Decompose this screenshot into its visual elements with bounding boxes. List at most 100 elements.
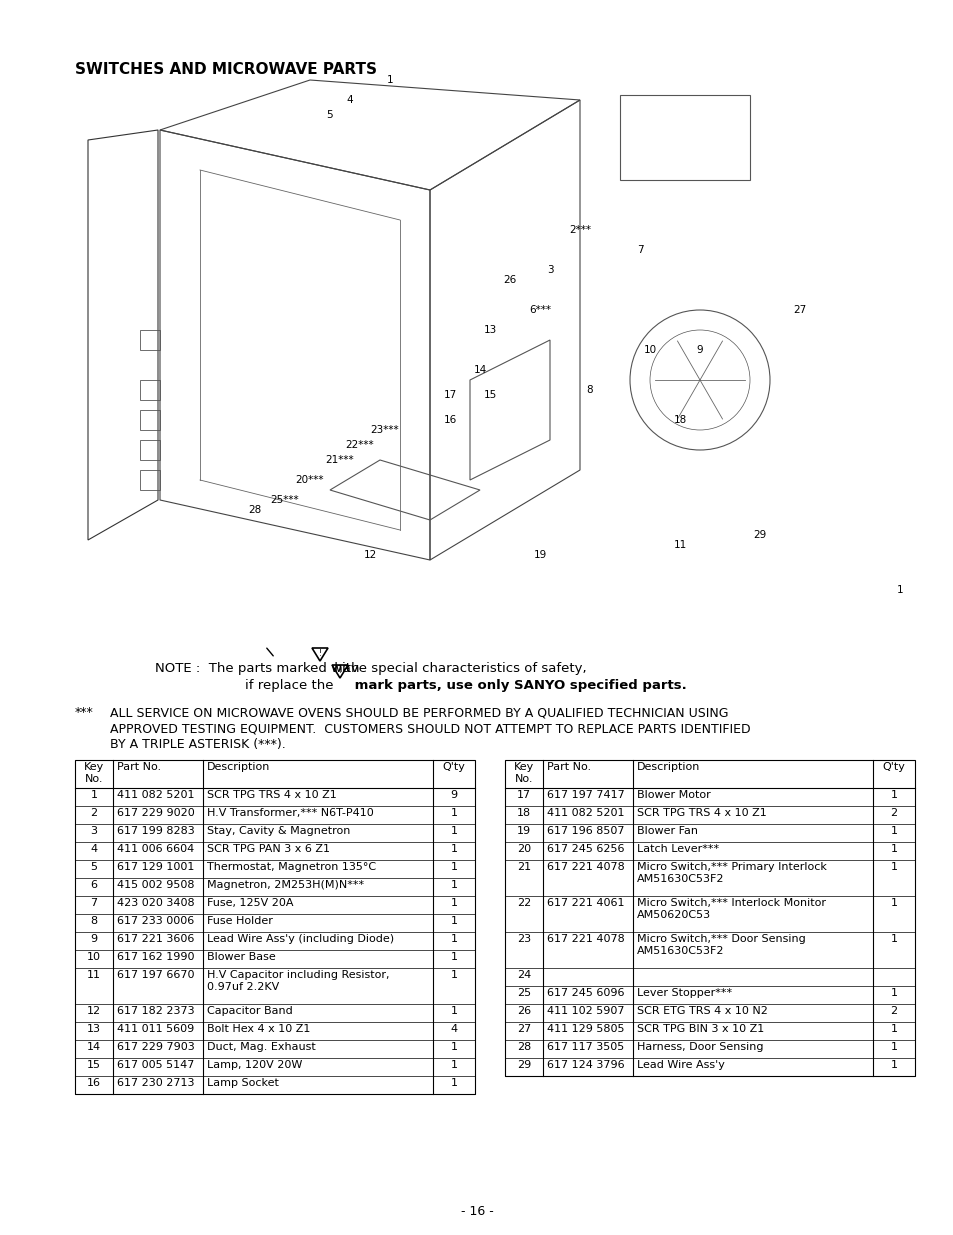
Text: Key: Key [84, 762, 104, 772]
Text: 1: 1 [450, 1042, 457, 1052]
Text: 16: 16 [443, 415, 456, 425]
Text: 1: 1 [450, 934, 457, 944]
Text: 617 182 2373: 617 182 2373 [117, 1007, 194, 1016]
Text: 411 102 5907: 411 102 5907 [546, 1007, 624, 1016]
Text: 8: 8 [91, 916, 97, 926]
Text: mark parts, use only SANYO specified parts.: mark parts, use only SANYO specified par… [350, 679, 686, 692]
Text: 411 082 5201: 411 082 5201 [117, 790, 194, 800]
Text: 18: 18 [673, 415, 686, 425]
Text: 617 229 9020: 617 229 9020 [117, 808, 194, 818]
Text: 617 245 6256: 617 245 6256 [546, 844, 624, 853]
Text: 19: 19 [517, 826, 531, 836]
Text: 20***: 20*** [295, 475, 324, 485]
Text: 23: 23 [517, 934, 531, 944]
Text: 12: 12 [87, 1007, 101, 1016]
Text: !: ! [338, 666, 341, 676]
Text: 1: 1 [450, 844, 457, 853]
Text: 29: 29 [753, 530, 766, 540]
Text: Part No.: Part No. [546, 762, 591, 772]
Bar [504, 760, 914, 1076]
Text: Lead Wire Ass'y (including Diode): Lead Wire Ass'y (including Diode) [207, 934, 394, 944]
Text: 1: 1 [450, 862, 457, 872]
Text: Description: Description [207, 762, 270, 772]
Text: 1: 1 [889, 790, 897, 800]
Text: 617 221 4061: 617 221 4061 [546, 898, 624, 908]
Text: 17: 17 [443, 390, 456, 400]
Text: SCR TPG BIN 3 x 10 Z1: SCR TPG BIN 3 x 10 Z1 [637, 1024, 763, 1034]
Text: H.V Transformer,*** N6T-P410: H.V Transformer,*** N6T-P410 [207, 808, 374, 818]
Text: 617 196 8507: 617 196 8507 [546, 826, 624, 836]
Text: 22: 22 [517, 898, 531, 908]
Text: 1: 1 [450, 1078, 457, 1088]
Text: Lead Wire Ass'y: Lead Wire Ass'y [637, 1060, 724, 1070]
Text: 617 230 2713: 617 230 2713 [117, 1078, 194, 1088]
Text: 7: 7 [91, 898, 97, 908]
Text: SCR TPG PAN 3 x 6 Z1: SCR TPG PAN 3 x 6 Z1 [207, 844, 330, 853]
Text: Duct, Mag. Exhaust: Duct, Mag. Exhaust [207, 1042, 315, 1052]
Text: 1: 1 [450, 916, 457, 926]
Text: 617 229 7903: 617 229 7903 [117, 1042, 194, 1052]
Text: 411 006 6604: 411 006 6604 [117, 844, 194, 853]
Text: Q'ty: Q'ty [442, 762, 465, 772]
Text: 411 129 5805: 411 129 5805 [546, 1024, 624, 1034]
Text: Blower Motor: Blower Motor [637, 790, 710, 800]
Text: BY A TRIPLE ASTERISK (***).: BY A TRIPLE ASTERISK (***). [110, 739, 286, 751]
Text: 1: 1 [889, 934, 897, 944]
Text: 22***: 22*** [345, 440, 374, 450]
Text: SWITCHES AND MICROWAVE PARTS: SWITCHES AND MICROWAVE PARTS [75, 62, 376, 77]
Text: Lamp Socket: Lamp Socket [207, 1078, 278, 1088]
Text: 13: 13 [87, 1024, 101, 1034]
Text: Part No.: Part No. [117, 762, 161, 772]
Text: 1: 1 [889, 862, 897, 872]
Text: 1: 1 [889, 1042, 897, 1052]
Text: 26: 26 [503, 275, 517, 285]
Text: 8: 8 [586, 385, 593, 395]
Text: !: ! [318, 650, 321, 658]
Text: ***: *** [75, 706, 93, 719]
Text: Key: Key [514, 762, 534, 772]
Text: Lamp, 120V 20W: Lamp, 120V 20W [207, 1060, 302, 1070]
Text: 1: 1 [889, 844, 897, 853]
Text: 1: 1 [889, 826, 897, 836]
Text: APPROVED TESTING EQUIPMENT.  CUSTOMERS SHOULD NOT ATTEMPT TO REPLACE PARTS IDENT: APPROVED TESTING EQUIPMENT. CUSTOMERS SH… [110, 722, 750, 735]
Text: Q'ty: Q'ty [882, 762, 904, 772]
Text: 25: 25 [517, 988, 531, 998]
Text: 1: 1 [450, 1060, 457, 1070]
Text: 15: 15 [483, 390, 497, 400]
Text: 1: 1 [889, 1024, 897, 1034]
Text: Micro Switch,*** Door Sensing: Micro Switch,*** Door Sensing [637, 934, 805, 944]
Text: SCR TPG TRS 4 x 10 Z1: SCR TPG TRS 4 x 10 Z1 [207, 790, 336, 800]
Bar [60, 80, 899, 650]
Text: 1: 1 [450, 898, 457, 908]
Text: 28: 28 [248, 505, 261, 515]
Text: Lever Stopper***: Lever Stopper*** [637, 988, 731, 998]
Text: 7: 7 [636, 245, 642, 254]
Text: SCR ETG TRS 4 x 10 N2: SCR ETG TRS 4 x 10 N2 [637, 1007, 767, 1016]
Text: 1: 1 [889, 1060, 897, 1070]
Text: NOTE :  The parts marked with: NOTE : The parts marked with [154, 662, 363, 676]
Text: 617 129 1001: 617 129 1001 [117, 862, 194, 872]
Text: 29: 29 [517, 1060, 531, 1070]
Text: 21***: 21*** [325, 454, 354, 466]
Text: Magnetron, 2M253H(M)N***: Magnetron, 2M253H(M)N*** [207, 881, 364, 890]
Text: 1: 1 [450, 826, 457, 836]
Text: 1: 1 [450, 808, 457, 818]
Text: Stay, Cavity & Magnetron: Stay, Cavity & Magnetron [207, 826, 350, 836]
Text: 17: 17 [517, 790, 531, 800]
Text: 617 197 7417: 617 197 7417 [546, 790, 624, 800]
Text: 0.97uf 2.2KV: 0.97uf 2.2KV [207, 982, 279, 992]
Text: 617 245 6096: 617 245 6096 [546, 988, 624, 998]
Text: Latch Lever***: Latch Lever*** [637, 844, 719, 853]
Text: AM51630C53F2: AM51630C53F2 [637, 946, 723, 956]
Text: 14: 14 [87, 1042, 101, 1052]
Text: 617 197 6670: 617 197 6670 [117, 969, 194, 981]
Text: 617 221 4078: 617 221 4078 [546, 862, 624, 872]
Text: 1: 1 [91, 790, 97, 800]
Text: 415 002 9508: 415 002 9508 [117, 881, 194, 890]
Text: 27: 27 [793, 305, 806, 315]
Text: 9: 9 [91, 934, 97, 944]
Text: 423 020 3408: 423 020 3408 [117, 898, 194, 908]
Text: 5: 5 [91, 862, 97, 872]
Text: 1: 1 [889, 898, 897, 908]
Text: 4: 4 [91, 844, 97, 853]
